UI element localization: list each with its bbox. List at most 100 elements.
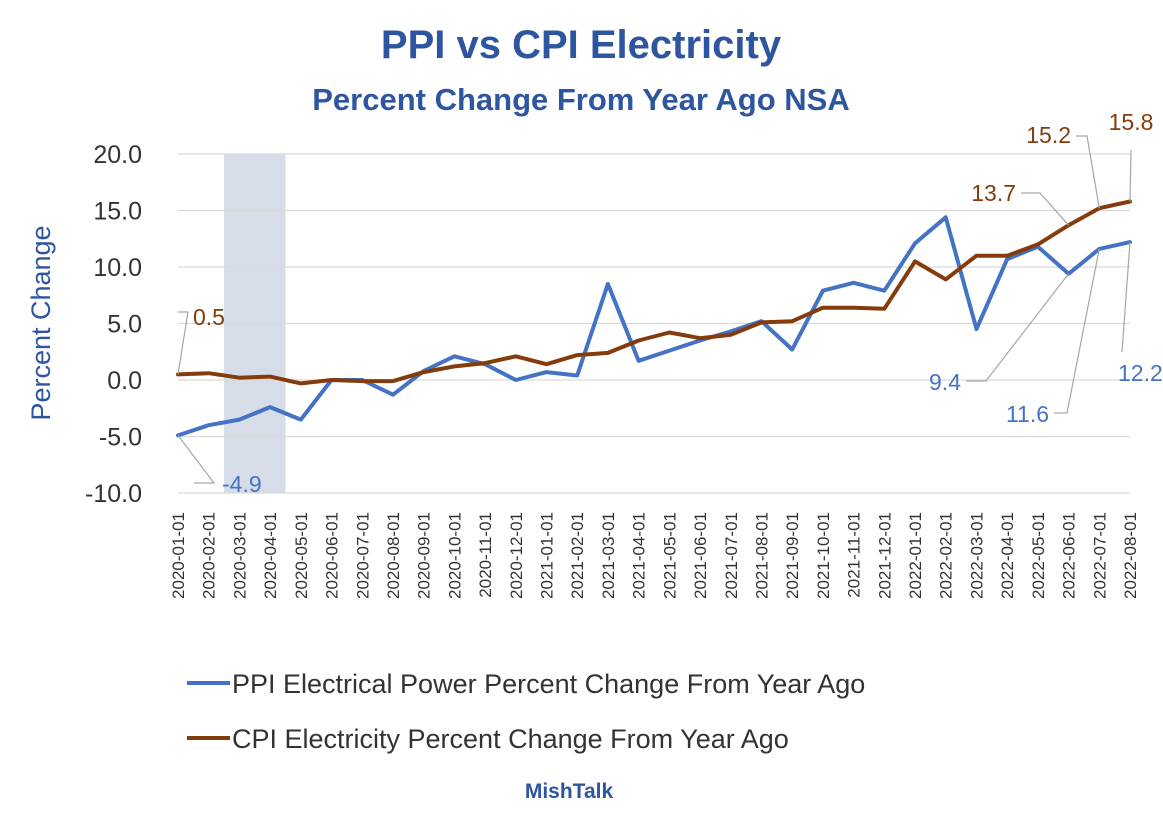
legend-label-ppi: PPI Electrical Power Percent Change From… [232, 669, 865, 699]
y-tick-label: -5.0 [99, 424, 142, 452]
x-tick-label: 2021-06-01 [691, 512, 710, 599]
data-point-cpi [329, 378, 334, 382]
data-point-cpi [360, 379, 364, 383]
data-point-ppi [882, 289, 886, 293]
chart-subtitle: Percent Change From Year Ago NSA [312, 82, 849, 117]
x-tick-label: 2020-06-01 [323, 512, 342, 599]
series-line-ppi [176, 215, 1132, 438]
data-label-leader [1121, 242, 1131, 353]
data-label: -4.9 [222, 471, 262, 497]
data-point-cpi [391, 379, 395, 383]
data-point-ppi [913, 241, 917, 245]
plot-area: 20.0 15.0 10.0 5.0 0.0 -5.0 -10.0 2020-01-01 202… [85, 109, 1163, 599]
data-point-ppi [790, 347, 794, 352]
data-point-ppi [1005, 257, 1009, 261]
data-point-ppi [1097, 247, 1101, 251]
data-point-cpi [237, 376, 242, 380]
data-point-cpi [852, 306, 856, 310]
x-tick-label: 2022-04-01 [998, 512, 1017, 599]
source-label: MishTalk [525, 780, 614, 803]
x-tick-label: 2020-10-01 [445, 512, 464, 599]
data-label-leader [1076, 135, 1100, 209]
x-tick-label: 2021-12-01 [875, 512, 894, 599]
data-point-cpi [667, 330, 671, 335]
data-point-cpi [974, 254, 979, 258]
x-tick-label: 2020-04-01 [261, 512, 280, 599]
x-tick-label: 2022-05-01 [1029, 512, 1048, 599]
x-tick-label: 2022-07-01 [1090, 512, 1109, 599]
data-label-leader [1054, 248, 1100, 414]
data-point-cpi [207, 371, 211, 375]
data-point-cpi [299, 381, 303, 385]
chart-title: PPI vs CPI Electricity [381, 23, 782, 67]
x-tick-label: 2021-07-01 [722, 512, 741, 599]
x-tick-label: 2021-05-01 [660, 512, 679, 599]
data-label: 15.2 [1026, 122, 1071, 148]
data-point-ppi [821, 289, 825, 293]
x-tick-label: 2021-09-01 [783, 512, 802, 599]
x-tick-label: 2021-01-01 [538, 512, 557, 599]
x-tick-label: 2020-02-01 [200, 512, 219, 599]
data-point-ppi [207, 423, 211, 427]
data-point-cpi [1005, 254, 1009, 258]
x-tick-label: 2021-10-01 [814, 512, 833, 599]
legend: PPI Electrical Power Percent Change From… [187, 669, 865, 754]
data-label-leader [177, 311, 189, 375]
data-label: 13.7 [971, 180, 1016, 206]
data-label-leader [1021, 192, 1070, 226]
y-tick-label: -10.0 [85, 480, 142, 508]
data-point-cpi [1036, 242, 1040, 246]
data-label-leader [177, 435, 216, 484]
y-tick-label: 10.0 [93, 254, 142, 282]
y-axis-label: Percent Change [26, 225, 56, 420]
data-point-cpi [637, 338, 641, 343]
data-point-ppi [544, 370, 549, 374]
data-point-ppi [667, 349, 671, 353]
data-label-leader [1129, 149, 1132, 202]
x-tick-label: 2021-02-01 [568, 512, 587, 599]
data-point-cpi [606, 351, 610, 355]
y-tick-label: 0.0 [107, 367, 142, 395]
data-point-cpi [821, 306, 825, 310]
data-point-cpi [913, 259, 917, 263]
y-tick-label: 15.0 [93, 198, 142, 226]
y-tick-label: 5.0 [107, 311, 142, 339]
data-point-ppi [391, 393, 395, 397]
data-label: 12.2 [1118, 360, 1163, 386]
data-point-ppi [575, 373, 579, 378]
data-point-cpi [729, 333, 733, 337]
x-tick-label: 2021-08-01 [752, 512, 771, 599]
data-label: 9.4 [929, 369, 961, 395]
data-point-ppi [637, 359, 641, 363]
data-point-ppi [268, 405, 272, 409]
data-point-ppi [452, 354, 456, 358]
data-label: 15.8 [1109, 109, 1154, 135]
x-tick-label: 2020-11-01 [476, 512, 495, 598]
x-tick-label: 2022-01-01 [906, 512, 925, 599]
data-point-cpi [790, 319, 794, 323]
legend-label-cpi: CPI Electricity Percent Change From Year… [232, 724, 789, 754]
data-label-leader [966, 273, 1070, 382]
y-tick-label: 20.0 [93, 141, 142, 169]
data-point-cpi [514, 354, 518, 358]
data-point-ppi [1128, 240, 1132, 244]
x-tick-label: 2021-03-01 [599, 512, 618, 599]
data-point-cpi [268, 375, 272, 379]
x-tick-label: 2021-11-01 [845, 512, 864, 598]
data-point-cpi [944, 277, 948, 282]
data-point-cpi [422, 370, 426, 374]
x-tick-label: 2020-05-01 [292, 512, 311, 599]
series-line-cpi [176, 199, 1132, 386]
x-tick-label: 2022-02-01 [937, 512, 956, 599]
data-point-ppi [729, 329, 733, 334]
data-point-cpi [759, 320, 764, 324]
data-point-ppi [299, 417, 303, 422]
x-tick-label: 2020-08-01 [384, 512, 403, 599]
data-point-ppi [852, 281, 856, 285]
data-point-ppi [606, 282, 610, 286]
data-point-ppi [974, 327, 979, 331]
data-label: 0.5 [193, 304, 225, 330]
data-point-cpi [544, 362, 549, 366]
